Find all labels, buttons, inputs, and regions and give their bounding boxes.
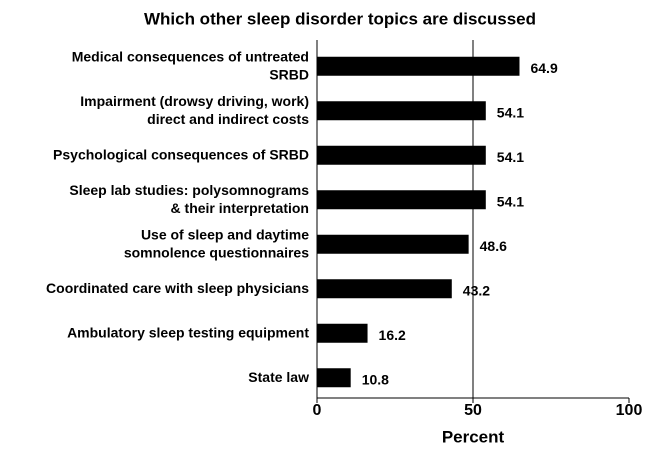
bar [317,145,486,165]
y-tick-label: Sleep lab studies: polysomnograms & their… [69,181,309,215]
bar [317,368,351,388]
x-tick-label: 0 [313,402,322,419]
value-label: 64.9 [530,60,557,76]
value-label: 54.1 [497,193,524,209]
value-label: 43.2 [463,282,490,298]
value-label: 16.2 [379,327,406,343]
value-label: 54.1 [497,104,524,120]
bar [317,279,452,299]
bar [317,234,469,254]
x-tick-label: 50 [464,402,482,419]
bar [317,56,520,76]
y-tick-label: Ambulatory sleep testing equipment [67,324,309,340]
y-tick-label: Coordinated care with sleep physicians [46,279,309,295]
y-tick-label: State law [248,368,309,384]
y-tick-label: Psychological consequences of SRBD [53,146,309,162]
x-axis-label: Percent [442,427,505,446]
y-tick-label: Impairment (drowsy driving, work) direct … [80,92,309,126]
bar [317,190,486,210]
value-label: 10.8 [362,371,389,387]
bar [317,101,486,121]
bar [317,323,368,343]
value-label: 48.6 [480,238,507,254]
y-tick-label: Medical consequences of untreated SRBD [72,48,309,82]
chart-title: Which other sleep disorder topics are di… [144,9,536,28]
y-tick-label: Use of sleep and daytime somnolence quest… [124,226,309,260]
value-label: 54.1 [497,149,524,165]
x-tick-label: 100 [616,402,643,419]
